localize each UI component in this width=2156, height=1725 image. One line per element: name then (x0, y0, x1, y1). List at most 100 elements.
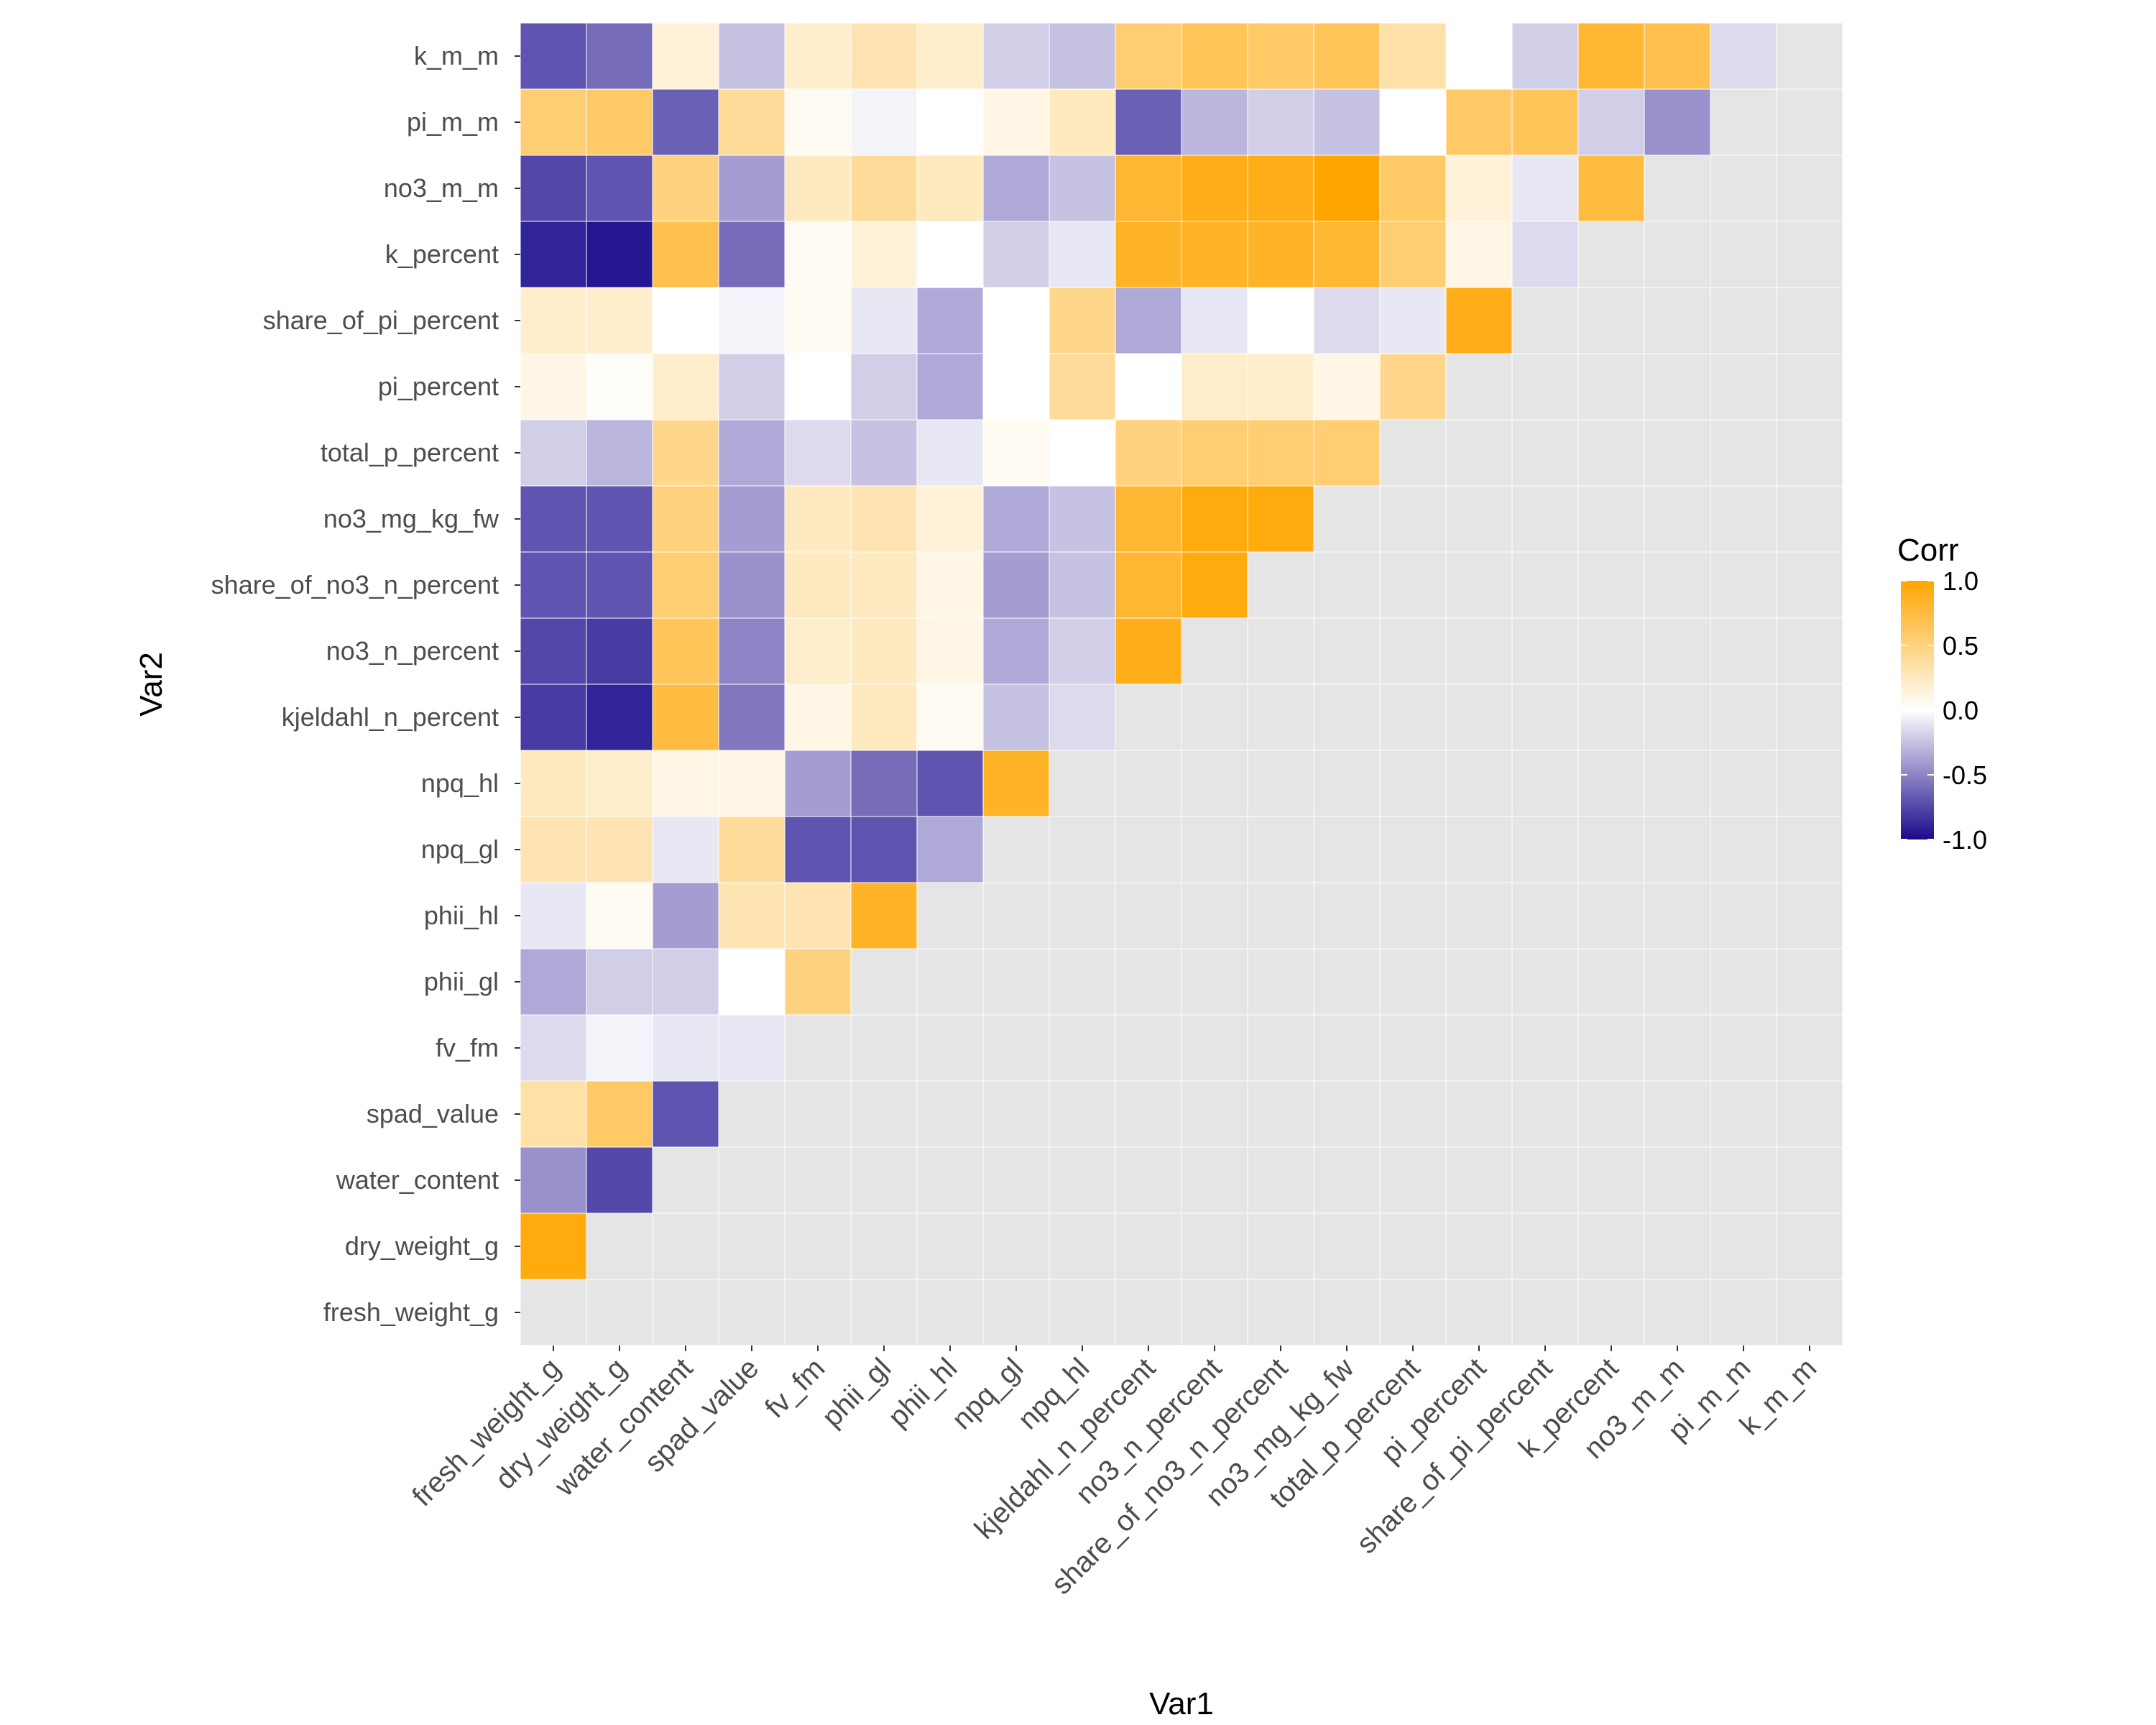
heatmap-tile-na (1644, 551, 1711, 619)
heatmap-tile-na (1115, 1080, 1182, 1148)
heatmap-tile (652, 551, 719, 619)
heatmap-tile-na (1049, 882, 1116, 949)
heatmap-tile-na (1511, 684, 1579, 751)
heatmap-tile-na (1644, 1279, 1711, 1346)
legend-tick-label: 1.0 (1943, 566, 1978, 596)
heatmap-tile (1049, 485, 1116, 553)
heatmap-tile (784, 155, 852, 222)
heatmap-tile-na (1445, 1279, 1513, 1346)
heatmap-tile (784, 617, 852, 685)
y-axis-title: Var2 (134, 652, 169, 717)
heatmap-tile-na (1445, 882, 1513, 949)
heatmap-tile-na (1313, 617, 1381, 685)
heatmap-tile (586, 750, 653, 817)
heatmap-tile-na (1049, 1279, 1116, 1346)
heatmap-tile (850, 221, 918, 288)
heatmap-tile (850, 419, 918, 487)
heatmap-tile (916, 22, 984, 90)
heatmap-tile (652, 617, 719, 685)
y-tick-label: pi_m_m (407, 107, 499, 137)
heatmap-tile (586, 485, 653, 553)
heatmap-tile-na (1710, 1279, 1777, 1346)
heatmap-tile-na (1247, 551, 1314, 619)
heatmap-tile (982, 684, 1050, 751)
heatmap-tile (652, 816, 719, 883)
heatmap-tile-na (1313, 551, 1381, 619)
heatmap-tile (652, 88, 719, 156)
y-tick-label: kjeldahl_n_percent (282, 702, 499, 732)
heatmap-tile (520, 882, 587, 949)
heatmap-tile (784, 948, 852, 1016)
heatmap-tile (916, 287, 984, 354)
heatmap-tile-na (1577, 1146, 1645, 1214)
heatmap-tile-na (1644, 419, 1711, 487)
heatmap-tile (916, 485, 984, 553)
heatmap-tile-na (1313, 684, 1381, 751)
heatmap-tile (1247, 419, 1314, 487)
heatmap-tile (916, 221, 984, 288)
heatmap-tile-na (1776, 750, 1843, 817)
heatmap-tile (718, 551, 786, 619)
heatmap-tile-na (1577, 1014, 1645, 1082)
heatmap-tile (1577, 88, 1645, 156)
heatmap-tile (520, 684, 587, 751)
y-tick-label: no3_mg_kg_fw (323, 504, 499, 533)
heatmap-tile-na (1181, 684, 1248, 751)
heatmap-tile-na (916, 1080, 984, 1148)
heatmap-tile (850, 22, 918, 90)
heatmap-tile (1247, 155, 1314, 222)
heatmap-tile-na (1247, 684, 1314, 751)
heatmap-tile (586, 353, 653, 420)
heatmap-tile-na (850, 1080, 918, 1148)
heatmap-tile (784, 88, 852, 156)
heatmap-tile-na (1445, 617, 1513, 685)
heatmap-tile (718, 948, 786, 1016)
heatmap-tile (1247, 88, 1314, 156)
heatmap-tile (1313, 419, 1381, 487)
heatmap-tile (1181, 551, 1248, 619)
heatmap-tile-na (1379, 684, 1447, 751)
heatmap-tile-na (1181, 1080, 1248, 1148)
heatmap-tile-na (1776, 287, 1843, 354)
heatmap-tile-na (1577, 287, 1645, 354)
y-tick-label: k_percent (385, 239, 499, 269)
heatmap-tile (718, 419, 786, 487)
heatmap-tile-na (1644, 816, 1711, 883)
heatmap-tile (1445, 22, 1513, 90)
heatmap-tile-na (1710, 353, 1777, 420)
heatmap-tile (1247, 353, 1314, 420)
heatmap-tile-na (1577, 816, 1645, 883)
heatmap-tile (850, 617, 918, 685)
heatmap-tile (784, 816, 852, 883)
heatmap-tile (1181, 88, 1248, 156)
heatmap-tile-na (1710, 1014, 1777, 1082)
heatmap-tile (718, 750, 786, 817)
legend-tick-label: -0.5 (1943, 760, 1987, 790)
heatmap-tile (718, 88, 786, 156)
y-tick-label: share_of_no3_n_percent (211, 570, 499, 599)
heatmap-tile-na (718, 1146, 786, 1214)
heatmap-tile-na (652, 1279, 719, 1346)
heatmap-tile-na (1379, 882, 1447, 949)
heatmap-tile (1049, 353, 1116, 420)
heatmap-tile-na (1049, 1146, 1116, 1214)
heatmap-tile (850, 353, 918, 420)
heatmap-tile (586, 1014, 653, 1082)
heatmap-tile-na (1511, 617, 1579, 685)
heatmap-tile (520, 485, 587, 553)
heatmap-tile (586, 287, 653, 354)
heatmap-tile-na (652, 1213, 719, 1280)
heatmap-tile-na (1511, 816, 1579, 883)
y-tick-label: water_content (336, 1165, 499, 1195)
heatmap-tile (1511, 221, 1579, 288)
heatmap-tile (916, 617, 984, 685)
heatmap-tile (586, 617, 653, 685)
heatmap-tile (652, 684, 719, 751)
heatmap-tile-na (1445, 750, 1513, 817)
heatmap-tile (1049, 22, 1116, 90)
heatmap-tile (1247, 22, 1314, 90)
heatmap-tile-na (1577, 419, 1645, 487)
x-tick-label: phii_hl (882, 1352, 963, 1433)
heatmap-tile-na (1181, 750, 1248, 817)
heatmap-tile (850, 750, 918, 817)
